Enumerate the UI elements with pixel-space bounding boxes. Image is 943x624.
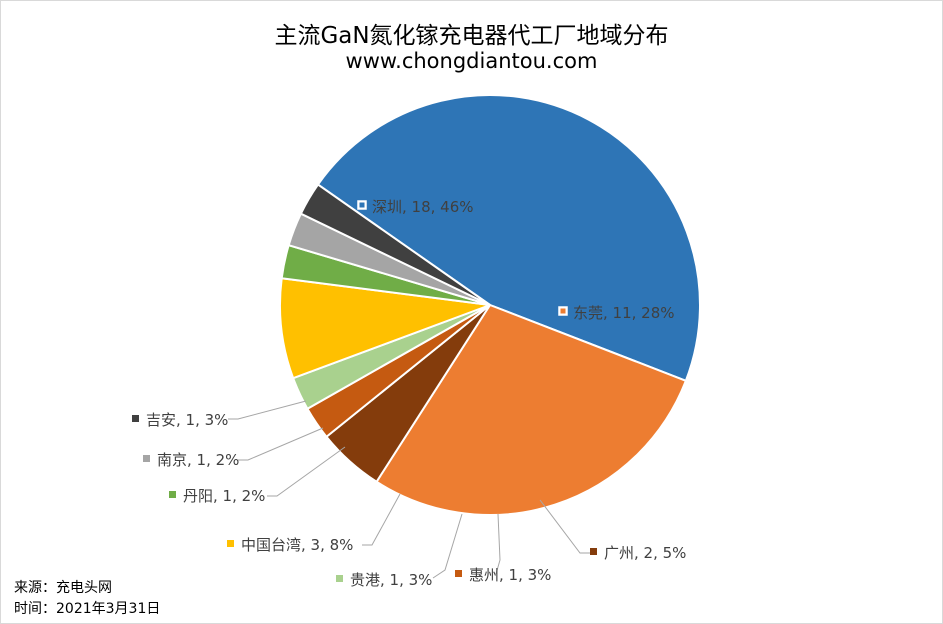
chart-subtitle: www.chongdiantou.com [345, 49, 598, 73]
data-label-3: 惠州, 1, 3% [469, 566, 551, 584]
label-marker-4 [336, 575, 343, 582]
data-label-0: 深圳, 18, 46% [372, 198, 474, 216]
footer-time: 时间：2021年3月31日 [14, 601, 161, 617]
leader-line-7 [238, 427, 324, 461]
footer-source: 来源：充电头网 [14, 580, 112, 596]
label-marker-inner-0 [359, 202, 365, 208]
label-marker-7 [143, 455, 150, 462]
label-marker-6 [169, 491, 176, 498]
pie-slice-1 [375, 303, 688, 516]
label-marker-8 [132, 415, 139, 422]
data-label-4: 贵港, 1, 3% [350, 571, 432, 589]
data-label-2: 广州, 2, 5% [604, 544, 686, 562]
label-marker-3 [455, 570, 462, 577]
leader-line-5 [362, 493, 401, 546]
label-marker-2 [590, 548, 597, 555]
label-marker-5 [227, 540, 234, 547]
label-marker-inner-1 [560, 308, 566, 314]
pie-slice-0 [316, 94, 701, 383]
leader-line-8 [228, 400, 307, 420]
leader-line-6 [267, 446, 346, 497]
leader-line-2 [539, 499, 596, 554]
data-label-7: 南京, 1, 2% [157, 451, 239, 469]
data-label-1: 东莞, 11, 28% [573, 304, 675, 322]
pie-slice-5 [279, 277, 491, 380]
data-label-5: 中国台湾, 3, 8% [241, 536, 353, 554]
leader-line-4 [432, 513, 463, 579]
data-label-6: 丹阳, 1, 2% [183, 487, 265, 505]
data-label-8: 吉安, 1, 3% [146, 411, 228, 429]
pie-slice-8 [299, 183, 491, 306]
chart-title: 主流GaN氮化镓充电器代工厂地域分布 [274, 23, 669, 49]
leader-line-3 [495, 513, 501, 575]
